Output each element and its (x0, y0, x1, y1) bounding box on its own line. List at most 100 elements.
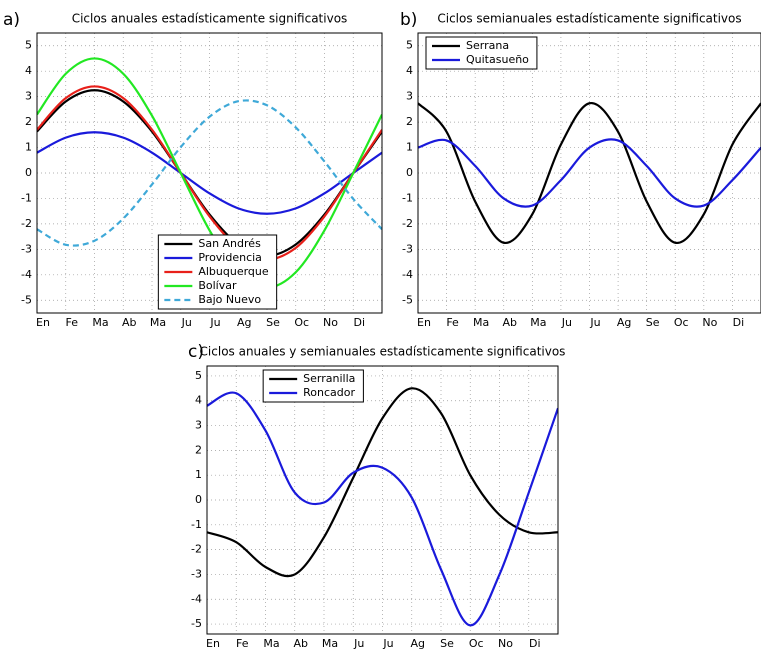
legend-label: Providencia (198, 251, 262, 264)
x-tick-label: Ma (530, 316, 546, 329)
series-line (37, 57, 382, 289)
panel: b) Ciclos semianuales estadísticamente si… (400, 10, 761, 329)
x-tick-label: Oc (469, 637, 484, 649)
legend-label: Serranilla (303, 372, 355, 385)
series-line (207, 387, 558, 578)
x-tick-label: Di (353, 316, 365, 329)
y-tick-label: -4 (402, 268, 413, 281)
legend-label: Albuquerque (198, 265, 269, 278)
y-tick-label: 2 (25, 115, 32, 128)
y-tick-label: 3 (25, 90, 32, 103)
y-tick-label: -1 (191, 518, 202, 531)
chart-title: Ciclos anuales y semianuales estadística… (200, 345, 566, 359)
x-tick-label: Ju (181, 316, 192, 329)
y-tick-label: 1 (195, 468, 202, 481)
series-line (418, 138, 761, 208)
x-tick-label: Ma (150, 316, 166, 329)
x-tick-label: Ju (209, 316, 220, 329)
y-tick-label: -5 (21, 293, 32, 306)
x-tick-label: Ju (589, 316, 600, 329)
y-tick-label: 1 (406, 141, 413, 154)
y-tick-label: 3 (195, 419, 202, 432)
series-line (37, 85, 382, 261)
x-tick-label: Ma (473, 316, 489, 329)
panel-letter: a) (3, 10, 20, 30)
legend: San AndrésProvidenciaAlbuquerqueBolívarB… (157, 234, 278, 310)
legend-label: Roncador (303, 386, 355, 399)
x-tick-label: Ju (561, 316, 572, 329)
plot-frame (417, 32, 761, 314)
y-tick-label: -5 (402, 293, 413, 306)
panel: c)Ciclos anuales y semianuales estadísti… (188, 342, 565, 649)
x-tick-label: Ma (263, 637, 279, 649)
series-line (37, 131, 382, 215)
y-tick-label: 4 (25, 64, 32, 77)
x-tick-label: Di (733, 316, 745, 329)
x-tick-label: Se (266, 316, 280, 329)
x-tick-label: Ab (502, 316, 517, 329)
x-tick-label: Se (440, 637, 454, 649)
y-tick-label: 5 (195, 369, 202, 382)
y-tick-label: 2 (195, 443, 202, 456)
legend-label: Quitasueño (466, 53, 529, 66)
x-tick-label: No (323, 316, 338, 329)
y-tick-label: -1 (402, 191, 413, 204)
plot-frame (206, 365, 559, 635)
y-tick-label: -2 (191, 543, 202, 556)
x-tick-label: Ab (122, 316, 137, 329)
series-line (37, 99, 382, 247)
x-tick-label: Ag (617, 316, 632, 329)
y-tick-label: -4 (191, 592, 202, 605)
y-tick-label: 4 (406, 64, 413, 77)
legend-label: Serrana (466, 39, 509, 52)
series-line (418, 102, 761, 244)
y-tick-label: 0 (406, 166, 413, 179)
y-tick-label: -1 (21, 191, 32, 204)
panel-letter: c) (188, 342, 204, 362)
legend-label: Bolívar (198, 279, 237, 292)
y-tick-label: -4 (21, 268, 32, 281)
y-tick-label: -3 (21, 242, 32, 255)
legend-label: Bajo Nuevo (198, 293, 261, 306)
x-tick-label: Fe (66, 316, 79, 329)
y-tick-label: 0 (25, 166, 32, 179)
legend-box (425, 36, 538, 70)
x-tick-label: En (36, 316, 50, 329)
y-tick-label: -2 (21, 217, 32, 230)
x-tick-label: Oc (674, 316, 689, 329)
x-tick-label: Fe (236, 637, 249, 649)
x-tick-label: Ju (382, 637, 393, 649)
x-tick-label: Ma (322, 637, 338, 649)
y-tick-label: 0 (195, 493, 202, 506)
y-tick-label: -3 (191, 567, 202, 580)
y-tick-label: 5 (25, 39, 32, 52)
legend-box (262, 369, 364, 403)
x-tick-label: Se (646, 316, 660, 329)
x-tick-label: No (702, 316, 717, 329)
x-tick-label: Ma (92, 316, 108, 329)
chart-title: Ciclos semianuales estadísticamente sign… (437, 12, 741, 26)
x-tick-label: Ju (353, 637, 364, 649)
plot-frame (36, 32, 383, 314)
x-tick-label: Ab (293, 637, 308, 649)
y-tick-label: -3 (402, 242, 413, 255)
x-tick-label: Di (529, 637, 541, 649)
y-tick-label: -2 (402, 217, 413, 230)
y-tick-label: 5 (406, 39, 413, 52)
y-tick-label: 3 (406, 90, 413, 103)
x-tick-label: En (417, 316, 431, 329)
legend-label: San Andrés (198, 237, 261, 250)
chart-title: Ciclos anuales estadísticamente signific… (72, 12, 348, 26)
y-tick-label: 4 (195, 394, 202, 407)
panel: a) Ciclos anuales estadísticamente signif… (3, 10, 383, 329)
y-tick-label: -5 (191, 617, 202, 630)
series-line (207, 391, 558, 627)
y-tick-label: 2 (406, 115, 413, 128)
y-tick-label: 1 (25, 141, 32, 154)
x-tick-label: Fe (446, 316, 459, 329)
panel-letter: b) (400, 10, 417, 30)
x-tick-label: No (498, 637, 513, 649)
